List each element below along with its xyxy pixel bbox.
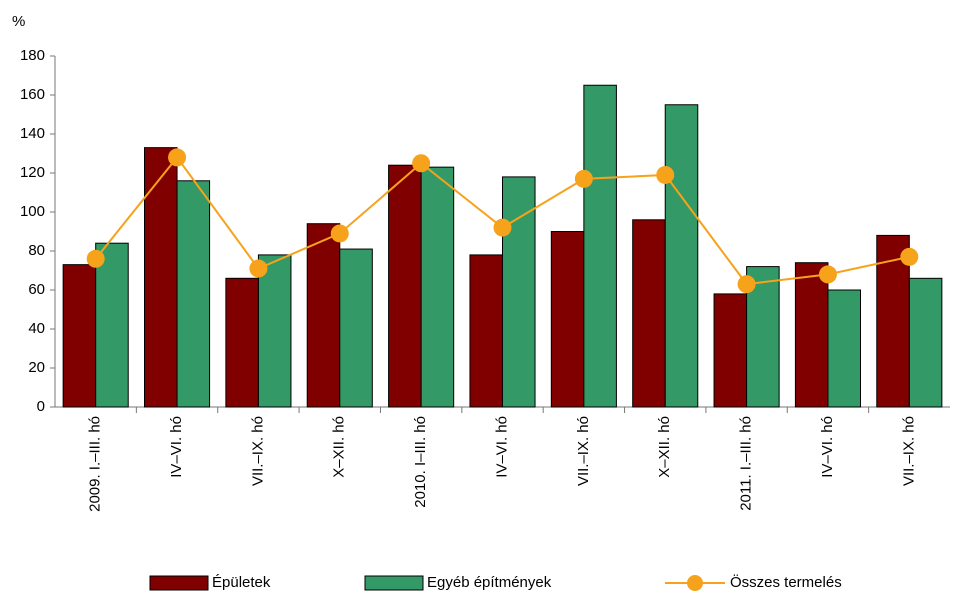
bar	[225, 277, 259, 408]
x-tick-label: 2011. I.–III. hó	[738, 416, 755, 511]
x-tick-label: X–XII. hó	[331, 416, 348, 478]
bar	[827, 289, 861, 408]
x-tick-label: IV–VI. hó	[168, 416, 185, 478]
bar	[257, 254, 292, 408]
y-tick-label: 180	[20, 47, 45, 64]
x-tick-label: 2009. I.–III. hó	[87, 416, 104, 512]
bar	[469, 254, 504, 408]
bar	[550, 231, 585, 408]
line-marker	[574, 169, 593, 188]
y-tick-label: 40	[28, 320, 45, 337]
bar	[420, 166, 455, 408]
legend-marker	[687, 575, 703, 591]
line-marker	[900, 247, 919, 266]
bar	[388, 164, 422, 408]
bar	[339, 248, 373, 408]
line-marker	[818, 265, 837, 284]
bar	[95, 242, 129, 408]
legend-label: Összes termelés	[730, 573, 842, 591]
line-marker	[249, 259, 268, 278]
bar	[794, 262, 829, 408]
bar	[62, 264, 97, 408]
line-marker	[330, 224, 349, 243]
bar	[908, 277, 943, 408]
y-tick-label: 120	[20, 164, 45, 181]
y-tick-label: 100	[20, 203, 45, 220]
legend-label: Egyéb építmények	[427, 574, 552, 591]
bar	[176, 180, 211, 408]
y-tick-label: 140	[20, 125, 45, 142]
x-tick-label: VII.–IX. hó	[900, 416, 917, 486]
line-marker	[493, 218, 512, 237]
y-tick-label: 20	[28, 359, 45, 376]
line-marker	[412, 154, 431, 173]
line-marker	[656, 165, 675, 184]
bar	[713, 293, 748, 408]
x-tick-label: X–XII. hó	[656, 416, 673, 478]
y-tick-label: 80	[28, 242, 45, 259]
y-tick-label: 60	[28, 281, 45, 298]
bar	[144, 147, 178, 408]
y-tick-label: 160	[20, 86, 45, 103]
x-tick-label: IV–VI. hó	[819, 416, 836, 478]
x-tick-label: 2010. I–III. hó	[412, 416, 429, 508]
y-axis-label: %	[12, 13, 25, 30]
bar	[502, 176, 536, 408]
bar	[306, 223, 341, 408]
line-marker	[86, 249, 105, 268]
y-tick-label: 0	[37, 398, 45, 415]
bar	[632, 219, 666, 408]
x-tick-label: VII.–IX. hó	[249, 416, 266, 486]
legend-label: Épületek	[212, 574, 271, 591]
legend-swatch	[149, 575, 209, 591]
line-marker	[737, 275, 756, 294]
line-marker	[168, 148, 187, 167]
x-tick-label: VII.–IX. hó	[575, 416, 592, 486]
bar	[583, 84, 617, 408]
x-tick-label: IV–VI. hó	[493, 416, 510, 478]
bar	[664, 104, 699, 408]
legend-swatch	[364, 575, 424, 591]
